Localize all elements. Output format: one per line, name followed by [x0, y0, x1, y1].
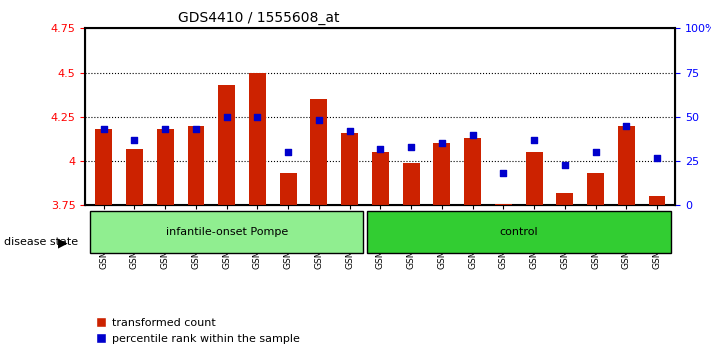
Bar [556, 193, 573, 205]
Bar [648, 196, 665, 205]
Bar [218, 85, 235, 205]
Bar [495, 204, 512, 205]
Bar [157, 129, 173, 205]
FancyBboxPatch shape [367, 211, 671, 253]
Bar [618, 126, 635, 205]
Bar [126, 149, 143, 205]
Legend: transformed count, percentile rank within the sample: transformed count, percentile rank withi… [91, 314, 304, 348]
Point [221, 114, 232, 120]
Point [98, 126, 109, 132]
Text: infantile-onset Pompe: infantile-onset Pompe [166, 227, 288, 237]
Point [528, 137, 540, 143]
Bar [464, 138, 481, 205]
Bar [95, 129, 112, 205]
Point [252, 114, 263, 120]
Bar [279, 173, 296, 205]
Point [191, 126, 202, 132]
Point [467, 132, 479, 137]
Bar [402, 163, 419, 205]
Point [314, 118, 325, 123]
Point [559, 162, 570, 167]
Point [282, 149, 294, 155]
Point [498, 171, 509, 176]
Text: disease state: disease state [4, 238, 77, 247]
Bar [188, 126, 205, 205]
Bar [249, 73, 266, 205]
FancyBboxPatch shape [90, 211, 363, 253]
Text: ▶: ▶ [58, 236, 68, 249]
Text: control: control [499, 227, 538, 237]
Point [129, 137, 140, 143]
Text: GDS4410 / 1555608_at: GDS4410 / 1555608_at [178, 11, 339, 25]
Point [375, 146, 386, 152]
Point [344, 128, 356, 134]
Bar [525, 152, 542, 205]
Point [405, 144, 417, 150]
Point [436, 141, 447, 146]
Point [590, 149, 602, 155]
Point [621, 123, 632, 129]
Bar [372, 152, 389, 205]
Point [651, 155, 663, 160]
Point [159, 126, 171, 132]
Bar [434, 143, 450, 205]
Bar [341, 133, 358, 205]
Bar [311, 99, 327, 205]
Bar [587, 173, 604, 205]
